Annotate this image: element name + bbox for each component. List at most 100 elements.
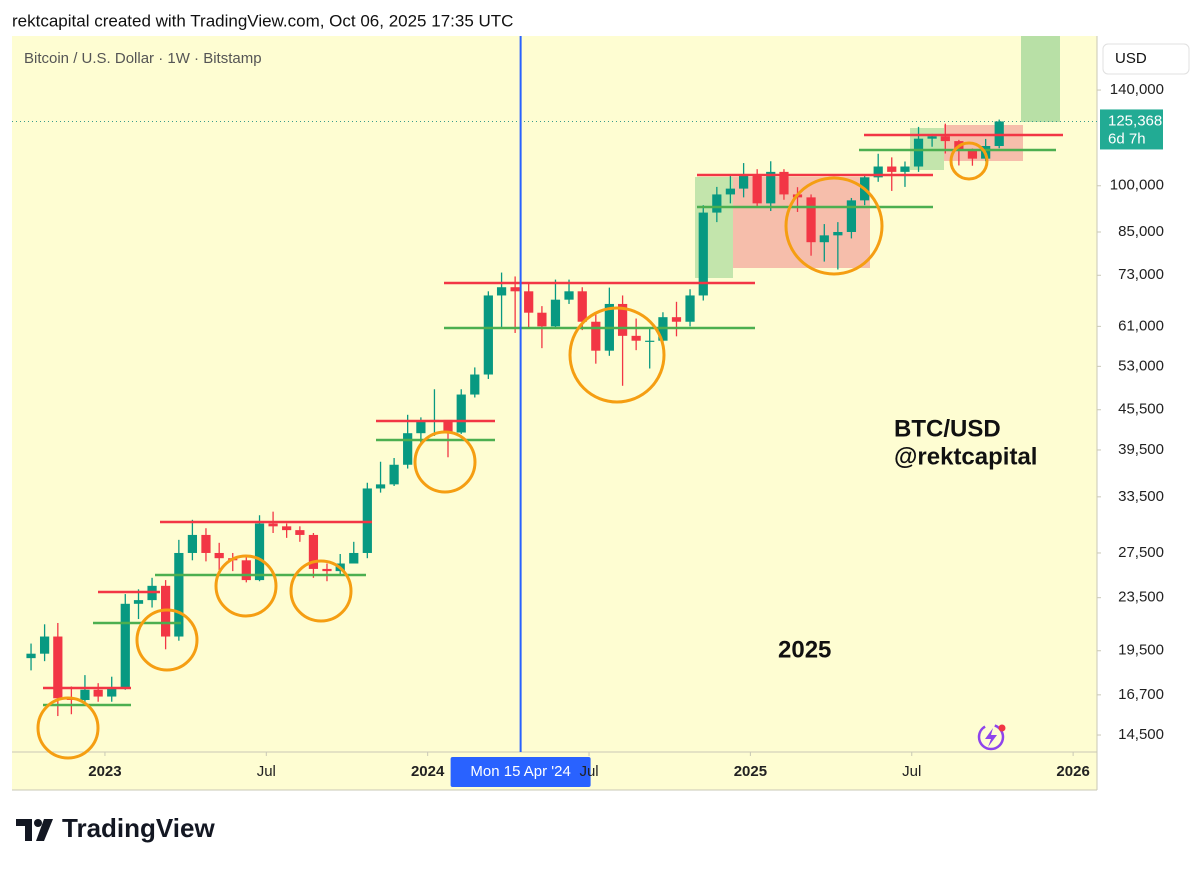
candle-body (940, 136, 950, 142)
candle-body (900, 166, 910, 172)
candle-body (685, 295, 695, 322)
candle-body (496, 287, 507, 296)
candle-body (524, 291, 534, 313)
y-tick-label: 16,700 (1118, 686, 1164, 703)
candle-body (254, 523, 265, 581)
candle-body (53, 636, 63, 699)
candle-body (967, 150, 978, 159)
candle-body (389, 464, 399, 485)
logo-mark (16, 819, 32, 841)
circles (36, 141, 989, 760)
circle (36, 696, 100, 760)
candle-body (671, 317, 682, 322)
candle-body (698, 212, 708, 296)
x-tick-label: Jul (902, 763, 921, 780)
candle-body (120, 603, 130, 689)
symbol-legend: Bitcoin / U.S. Dollar · 1W · Bitstamp (24, 50, 262, 67)
y-tick-label: 33,500 (1118, 488, 1164, 505)
y-tick-label: 53,000 (1118, 357, 1164, 374)
candle-body (322, 568, 332, 572)
candle-body (712, 194, 722, 213)
candle-body (645, 340, 655, 342)
levels (43, 133, 1063, 707)
candle-body (564, 291, 574, 300)
y-tick-label: 85,000 (1118, 223, 1164, 240)
indicator-icon (977, 723, 1006, 751)
candle-body (846, 200, 857, 232)
currency[interactable]: USD (1115, 50, 1147, 67)
y-tick-label: 23,500 (1118, 589, 1164, 606)
candle-body (403, 433, 413, 465)
candle-body (295, 530, 305, 535)
candle-body (282, 526, 292, 531)
candle-body (308, 534, 319, 569)
candle-body (214, 552, 224, 559)
candle-body (510, 287, 520, 292)
circle (214, 554, 278, 618)
currency-button[interactable] (1102, 43, 1190, 75)
candle-body (133, 600, 144, 604)
candle-body (362, 488, 372, 553)
circle (949, 141, 989, 181)
target-zone (1021, 36, 1060, 122)
candle-body (819, 235, 829, 243)
candle-body (456, 394, 466, 433)
candle-body (591, 321, 601, 351)
icon-dot (998, 724, 1006, 732)
x-tick-label: 2023 (88, 763, 121, 780)
circle (568, 306, 666, 404)
circle (413, 430, 477, 494)
logo-text: TradingView (62, 813, 215, 843)
annotation: @rektcapital (894, 443, 1037, 470)
circle (289, 559, 353, 623)
candle-body (375, 484, 386, 489)
candle-body (241, 560, 251, 581)
candle-body (994, 121, 1004, 147)
y-tick-label: 39,500 (1118, 441, 1164, 458)
candle-body (443, 419, 453, 433)
circle (784, 176, 884, 276)
candle-body (739, 174, 749, 189)
crosshair-label-box (450, 757, 591, 787)
candle-body (806, 197, 816, 243)
countdown: 6d 7h (1108, 130, 1146, 147)
candle-body (268, 523, 278, 527)
candle-body (26, 653, 36, 659)
last-price-box (1100, 109, 1163, 150)
candle-body (833, 231, 843, 236)
candle-body (349, 552, 359, 564)
annotation: 2025 (778, 636, 831, 663)
candle-body (107, 688, 117, 697)
candle-body (927, 136, 937, 139)
x-tick-label: 2026 (1056, 763, 1089, 780)
candle-body (537, 312, 547, 327)
logo-mark (34, 819, 42, 827)
circle (135, 608, 199, 672)
crosshair-label: Mon 15 Apr '24 (470, 763, 570, 780)
y-tick-label: 100,000 (1110, 177, 1164, 194)
header: rektcapital created with TradingView.com… (12, 11, 513, 30)
y-tick-label: 45,500 (1118, 401, 1164, 418)
candle-body (752, 174, 762, 204)
x-tick-label: Jul (579, 763, 598, 780)
x-tick-label: 2025 (734, 763, 767, 780)
candle-body (550, 299, 561, 327)
candle-body (779, 171, 789, 195)
candle-body (483, 295, 493, 375)
y-tick-label: 73,000 (1118, 266, 1164, 283)
candle-body (887, 166, 897, 172)
candle-body (577, 291, 587, 322)
candle-body (873, 166, 883, 178)
y-tick-label: 61,000 (1118, 317, 1164, 334)
candle-body (93, 689, 103, 697)
last-price-label: 125,368 (1108, 112, 1162, 129)
candle-body (80, 689, 90, 701)
candle-body (725, 188, 735, 195)
candle-body (174, 552, 184, 637)
y-tick-label: 14,500 (1118, 726, 1164, 743)
y-axis-area (1097, 36, 1200, 790)
candle-body (631, 335, 641, 341)
candle-body (913, 138, 924, 167)
